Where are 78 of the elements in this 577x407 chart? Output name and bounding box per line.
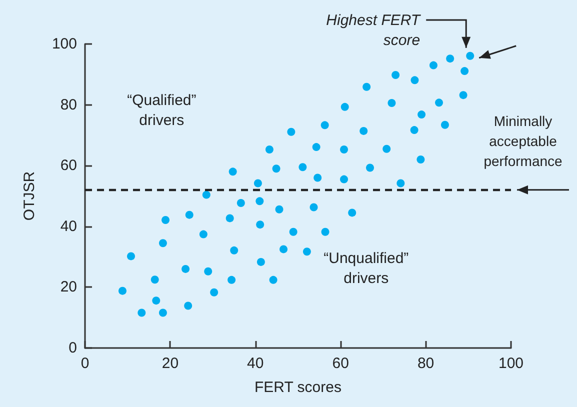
y-tick-label: 0 (68, 340, 77, 356)
point (265, 145, 274, 154)
point (418, 110, 426, 119)
point (230, 246, 238, 254)
point (275, 205, 284, 214)
point (184, 302, 192, 310)
point (289, 228, 298, 236)
point (392, 71, 400, 80)
point (388, 98, 396, 107)
x-tick-label: 0 (80, 355, 90, 372)
point (228, 276, 236, 284)
point (360, 126, 368, 135)
x-tick-label: 20 (162, 355, 179, 372)
point (226, 214, 234, 222)
point (429, 61, 438, 70)
point (256, 258, 265, 266)
point (310, 203, 318, 212)
point (446, 54, 454, 63)
point (182, 264, 190, 273)
point (158, 239, 167, 248)
point (320, 121, 329, 130)
point (366, 164, 374, 172)
point (118, 286, 126, 295)
point (280, 245, 288, 254)
point (256, 197, 264, 206)
point (185, 210, 194, 219)
point (340, 175, 348, 184)
point (321, 228, 330, 236)
point (272, 164, 280, 173)
point (236, 198, 245, 207)
point (269, 276, 278, 284)
x-tick-label: 40 (247, 355, 264, 372)
point (150, 276, 159, 284)
point (440, 120, 449, 129)
point (435, 98, 444, 107)
point (256, 220, 264, 229)
point (202, 190, 210, 199)
point (210, 288, 218, 296)
y-tick-label: 80 (60, 96, 77, 114)
point (382, 144, 391, 153)
y-axis-title: OTJSR (21, 171, 38, 221)
annotation: Highest FERT score (326, 12, 422, 49)
point (199, 230, 208, 238)
point (410, 126, 418, 134)
y-tick-label: 60 (60, 157, 77, 174)
point (312, 143, 320, 152)
x-axis-title: FERT scores (254, 379, 342, 396)
x-tick-label: 60 (332, 355, 349, 372)
point (138, 308, 146, 317)
point (204, 267, 212, 276)
annotation: “Qualified” drivers (127, 92, 196, 129)
point (158, 308, 167, 317)
point (127, 252, 136, 260)
point (298, 163, 307, 172)
point (348, 208, 356, 217)
y-tick-label: 40 (60, 218, 77, 235)
annotation: “Unqualified” drivers (324, 250, 409, 287)
point (460, 67, 469, 76)
y-tick-label: 100 (52, 36, 77, 52)
x-tick-label: 80 (417, 355, 434, 372)
point (302, 248, 311, 256)
point (396, 179, 405, 188)
point (287, 128, 296, 136)
point (228, 168, 237, 176)
point (340, 145, 348, 154)
point (314, 174, 322, 182)
point (152, 296, 160, 305)
y-tick-label: 20 (60, 278, 77, 296)
point (162, 216, 170, 224)
point (254, 179, 262, 188)
point (459, 91, 468, 100)
point (410, 76, 419, 84)
point (466, 52, 474, 60)
ref-line-label: Minimally acceptable performance (484, 112, 563, 169)
point (416, 156, 425, 164)
point (362, 82, 371, 91)
x-tick-label: 100 (498, 355, 524, 372)
point (340, 102, 349, 111)
